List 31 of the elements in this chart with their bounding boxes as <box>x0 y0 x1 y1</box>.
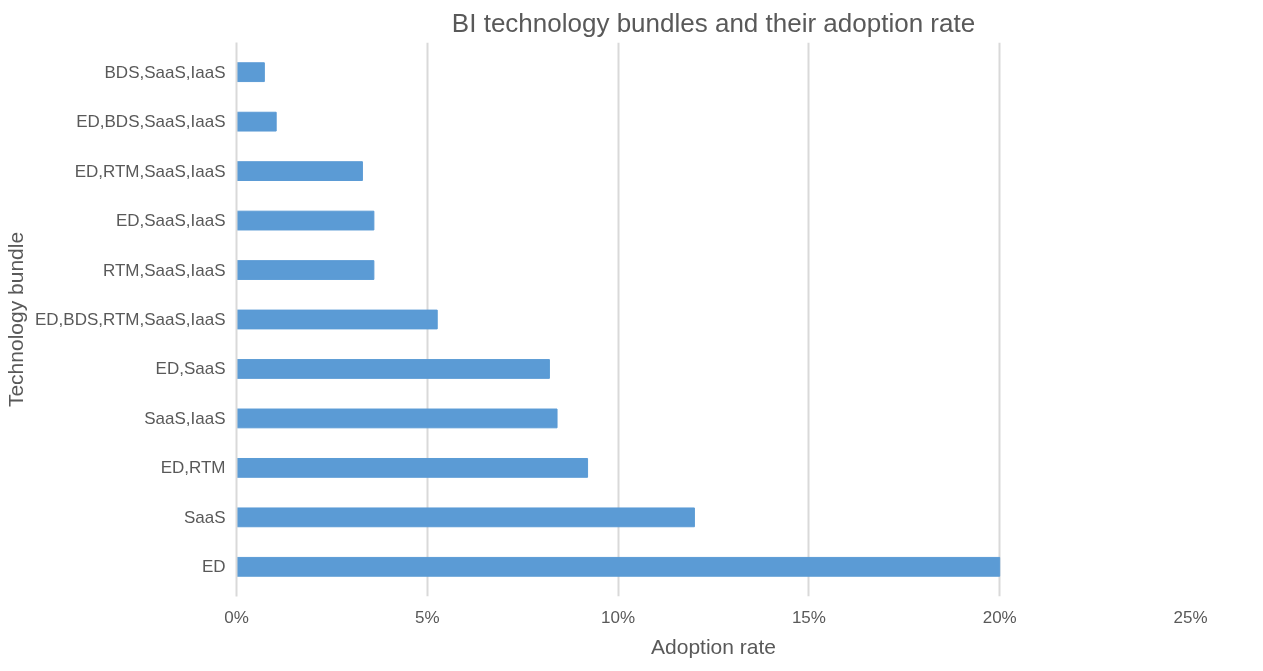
bar <box>236 260 375 280</box>
x-tick-label: 20% <box>982 607 1017 627</box>
y-tick-label: SaaS <box>183 507 226 527</box>
y-tick-label: ED,BDS,RTM,SaaS,IaaS <box>34 310 226 329</box>
bar <box>236 309 438 330</box>
bar <box>236 408 558 429</box>
y-tick-label: BDS,SaaS,IaaS <box>104 62 226 82</box>
x-tick-label: 15% <box>791 607 826 627</box>
bar <box>236 210 375 231</box>
x-axis-title: Adoption rate <box>651 634 776 658</box>
y-tick-label: ED,RTM <box>160 458 226 478</box>
chart-title: BI technology bundles and their adoption rate <box>451 7 976 38</box>
x-tick-label: 10% <box>601 607 636 627</box>
y-tick-label: ED,SaaS,IaaS <box>115 211 226 231</box>
bar <box>236 556 1001 577</box>
y-axis-title: Technology bundle <box>3 231 27 408</box>
y-tick-label: ED <box>201 557 226 577</box>
y-tick-label: ED,BDS,SaaS,IaaS <box>76 112 226 132</box>
y-tick-label: ED,SaaS <box>155 359 226 379</box>
x-tick-label: 0% <box>224 607 249 627</box>
x-tick-label: 25% <box>1173 607 1208 627</box>
bar <box>236 62 265 83</box>
bar <box>236 507 695 528</box>
bar <box>236 111 277 132</box>
bar <box>236 161 363 182</box>
bar <box>236 457 589 478</box>
y-tick-label: ED,RTM,SaaS,IaaS <box>74 161 226 181</box>
y-tick-label: RTM,SaaS,IaaS <box>102 260 226 280</box>
x-tick-label: 5% <box>415 607 440 627</box>
y-tick-label: SaaS,IaaS <box>144 408 226 428</box>
bar <box>236 359 550 379</box>
